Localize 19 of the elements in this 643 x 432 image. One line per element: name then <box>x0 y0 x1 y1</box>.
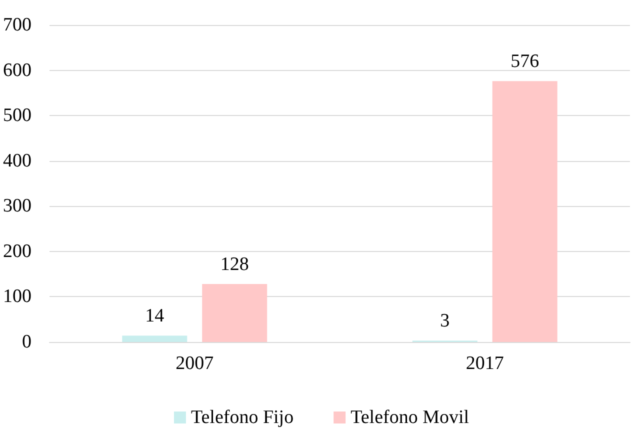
x-tick-label: 2017 <box>466 353 504 374</box>
data-label: 576 <box>510 51 540 72</box>
y-tick-label: 0 <box>22 332 32 352</box>
legend-label: Telefono Fijo <box>190 407 294 428</box>
y-tick-label: 500 <box>3 105 32 126</box>
legend-label: Telefono Movil <box>350 407 470 428</box>
y-tick-label: 300 <box>3 196 32 217</box>
y-tick-label: 100 <box>3 286 32 308</box>
y-tick-label: 700 <box>3 14 32 36</box>
data-label: 3 <box>440 310 450 332</box>
data-label: 14 <box>145 306 165 327</box>
bar <box>122 336 188 342</box>
x-tick-label: 2007 <box>176 353 214 374</box>
y-tick-label: 600 <box>3 60 32 81</box>
y-tick-label: 400 <box>3 150 32 172</box>
bar <box>492 81 558 342</box>
data-label: 128 <box>220 254 249 276</box>
bar <box>202 284 268 342</box>
y-tick-label: 200 <box>3 240 32 262</box>
